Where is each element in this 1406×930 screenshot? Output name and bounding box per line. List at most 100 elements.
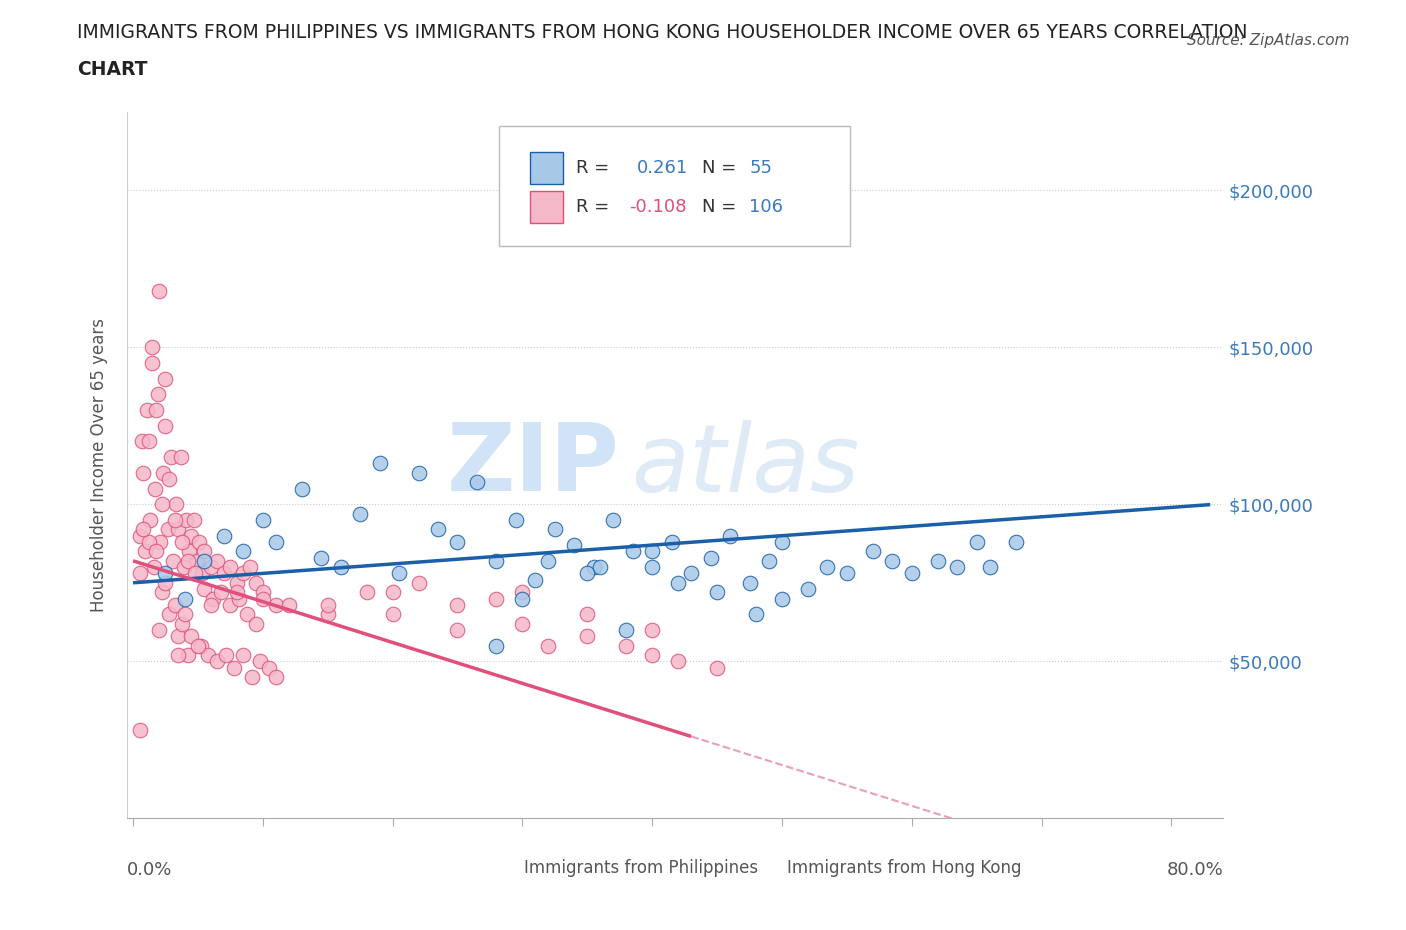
Point <box>706 660 728 675</box>
Point <box>699 551 721 565</box>
Point <box>537 553 560 568</box>
Point <box>408 465 430 480</box>
Point <box>427 522 450 537</box>
Point <box>661 535 683 550</box>
Point <box>485 591 508 606</box>
Point <box>512 617 534 631</box>
Point <box>505 512 527 527</box>
Point <box>259 660 281 675</box>
Text: 0.0%: 0.0% <box>127 861 172 879</box>
Text: Immigrants from Philippines: Immigrants from Philippines <box>523 859 758 877</box>
Point <box>979 560 1001 575</box>
Point <box>718 528 741 543</box>
Point <box>141 339 163 354</box>
Point <box>177 544 200 559</box>
Text: 80.0%: 80.0% <box>1167 861 1223 879</box>
Point <box>485 638 508 653</box>
Point <box>621 544 644 559</box>
Point <box>329 560 352 575</box>
Point <box>136 403 159 418</box>
Point <box>602 512 624 527</box>
Point <box>209 585 232 600</box>
Point <box>524 572 547 587</box>
Point <box>167 522 190 537</box>
Point <box>152 465 174 480</box>
Point <box>174 591 197 606</box>
Point <box>512 591 534 606</box>
Text: N =: N = <box>703 159 742 177</box>
Text: 106: 106 <box>749 198 783 216</box>
Point <box>224 660 246 675</box>
Point <box>641 560 664 575</box>
Point <box>165 497 187 512</box>
Point <box>576 566 599 581</box>
Point <box>641 622 664 637</box>
Point <box>388 566 411 581</box>
Text: 55: 55 <box>749 159 772 177</box>
Point <box>745 606 768 621</box>
Point <box>176 647 198 662</box>
Point <box>666 576 689 591</box>
Point <box>485 553 508 568</box>
Point <box>316 597 339 612</box>
Point <box>212 528 235 543</box>
Point <box>239 560 262 575</box>
Point <box>862 544 884 559</box>
Point <box>128 528 150 543</box>
Point <box>381 585 404 600</box>
Point <box>815 560 838 575</box>
Point <box>537 638 560 653</box>
Point <box>184 566 207 581</box>
Point <box>170 450 193 465</box>
Text: 0.261: 0.261 <box>637 159 688 177</box>
Point <box>576 629 599 644</box>
Point <box>589 560 612 575</box>
Text: -0.108: -0.108 <box>628 198 686 216</box>
Point <box>138 535 160 550</box>
Point <box>882 553 904 568</box>
Point <box>193 553 215 568</box>
Point <box>219 560 242 575</box>
Point <box>232 566 254 581</box>
Point <box>132 522 155 537</box>
Point <box>446 535 468 550</box>
Point <box>236 606 259 621</box>
Point <box>200 597 222 612</box>
Point <box>576 606 599 621</box>
FancyBboxPatch shape <box>752 856 776 881</box>
Point <box>163 512 186 527</box>
Point <box>562 538 585 552</box>
Point <box>252 512 274 527</box>
Point <box>186 553 208 568</box>
Point <box>291 481 314 496</box>
Point <box>128 723 150 737</box>
Point <box>207 553 229 568</box>
Point <box>770 591 793 606</box>
Point <box>614 622 637 637</box>
Point <box>167 629 190 644</box>
Y-axis label: Householder Income Over 65 years: Householder Income Over 65 years <box>90 318 108 612</box>
Text: R =: R = <box>576 159 621 177</box>
Point <box>159 450 181 465</box>
Point <box>162 553 184 568</box>
Point <box>143 481 166 496</box>
Point <box>191 566 214 581</box>
FancyBboxPatch shape <box>530 192 562 223</box>
Point <box>232 647 254 662</box>
Point <box>215 647 238 662</box>
Point <box>157 606 180 621</box>
Point <box>145 403 167 418</box>
Point <box>149 535 172 550</box>
Point <box>141 355 163 370</box>
Point <box>202 591 225 606</box>
Point <box>183 512 205 527</box>
Point <box>641 647 664 662</box>
Point <box>134 544 156 559</box>
Point <box>1004 535 1026 550</box>
Point <box>277 597 299 612</box>
Point <box>174 512 197 527</box>
Point <box>835 566 858 581</box>
Point <box>146 387 169 402</box>
Point <box>132 465 155 480</box>
Point <box>264 597 287 612</box>
